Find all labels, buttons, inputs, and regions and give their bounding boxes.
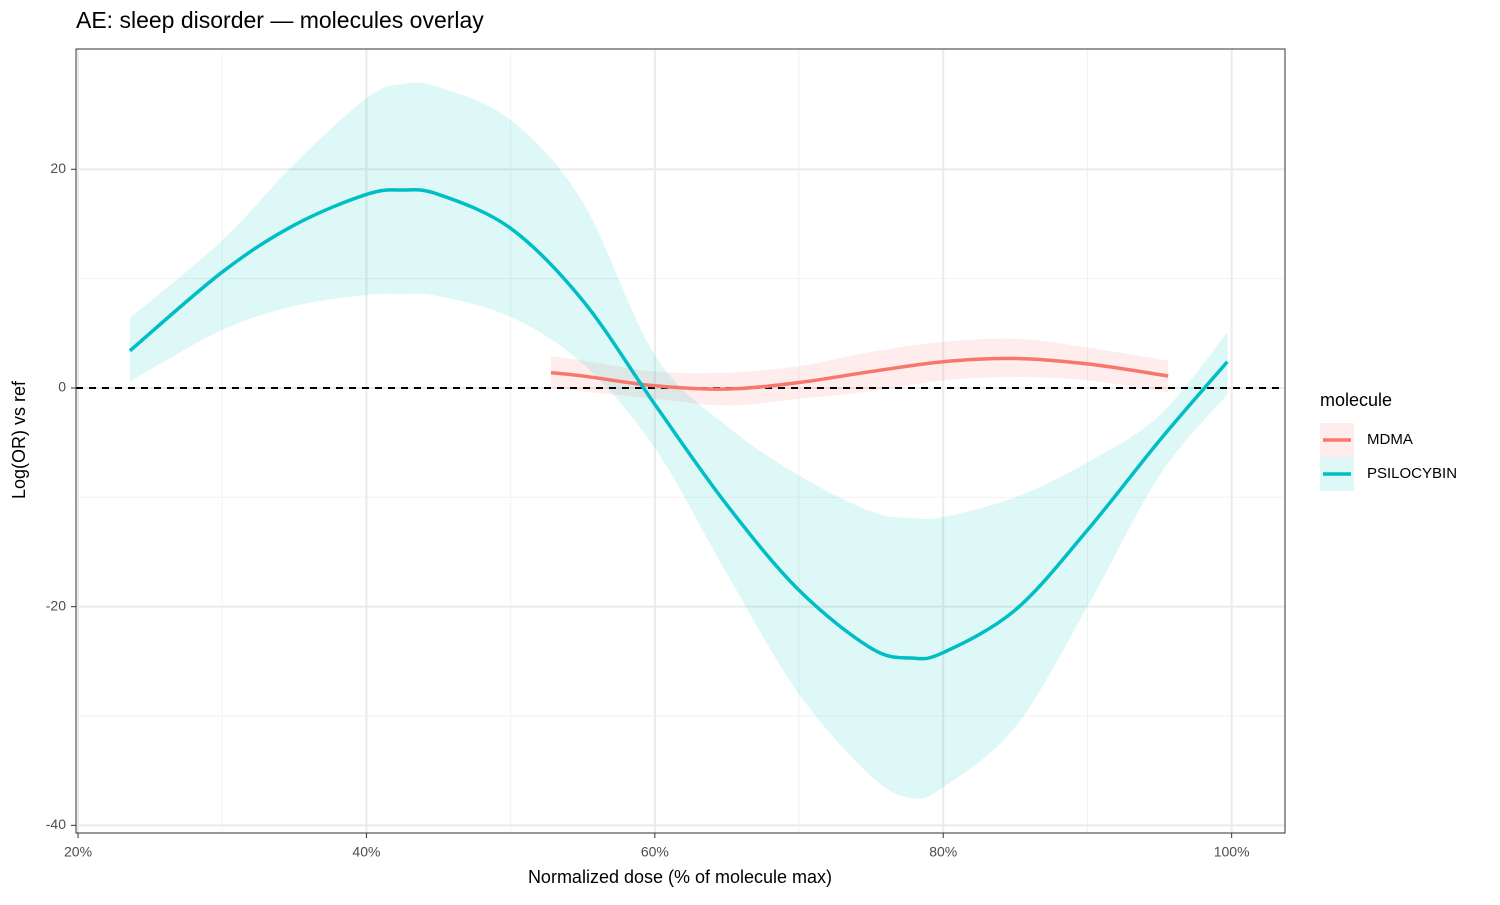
series-line: [128, 188, 1229, 661]
x-axis-label: Normalized dose (% of molecule max): [528, 867, 832, 887]
legend-title: molecule: [1320, 390, 1392, 410]
y-tick-label: 20: [50, 160, 66, 176]
x-tick-label: 60%: [641, 844, 669, 860]
legend-label: PSILOCYBIN: [1367, 465, 1457, 482]
y-axis-label: Log(OR) vs ref: [9, 380, 29, 499]
series-line: [550, 356, 1169, 391]
y-tick-label: -20: [46, 597, 66, 613]
panel-border: [75, 48, 1286, 834]
y-tick-label: -40: [46, 816, 66, 832]
legend-label: MDMA: [1367, 431, 1413, 448]
y-tick-label: 0: [58, 379, 66, 395]
x-tick-label: 80%: [929, 844, 957, 860]
x-tick-label: 100%: [1214, 844, 1250, 860]
x-tick-label: 20%: [64, 844, 92, 860]
chart-title: AE: sleep disorder — molecules overlay: [76, 7, 484, 33]
x-tick-label: 40%: [352, 844, 380, 860]
